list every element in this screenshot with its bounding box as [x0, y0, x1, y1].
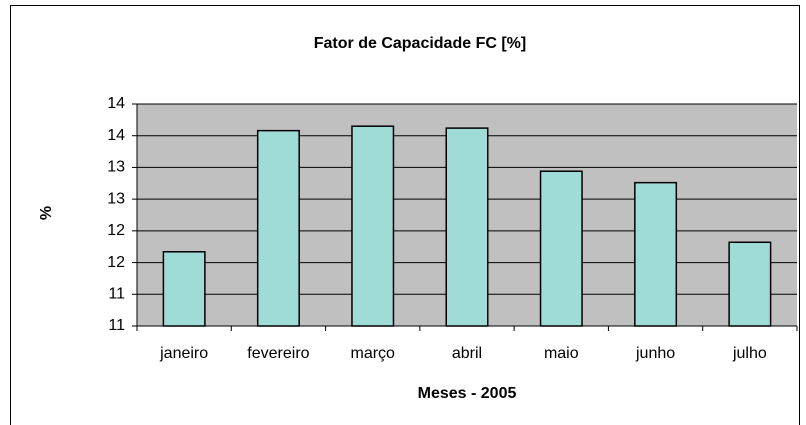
x-tick-label: janeiro: [159, 345, 208, 362]
bar: [445, 127, 489, 327]
x-tick-label: abril: [452, 345, 482, 362]
x-tick-label: maio: [544, 345, 579, 362]
y-tick-label: 11: [108, 317, 125, 334]
y-axis-title: %: [38, 206, 55, 220]
y-tick-label: 13: [107, 190, 125, 207]
x-tick-label: julho: [732, 345, 767, 362]
y-tick-label: 13: [107, 159, 125, 176]
y-tick-label: 12: [107, 222, 125, 239]
bar: [634, 181, 678, 327]
y-tick-label: 14: [107, 127, 125, 144]
bar: [351, 125, 395, 327]
bar: [162, 251, 206, 327]
bar: [539, 170, 583, 327]
x-tick-label: março: [350, 345, 395, 362]
chart-title: Fator de Capacidade FC [%]: [314, 35, 526, 52]
bar: [728, 241, 772, 327]
y-tick-label: 11: [108, 286, 125, 303]
bar: [256, 129, 300, 327]
x-tick-label: fevereiro: [247, 345, 309, 362]
x-tick-label: junho: [635, 345, 675, 362]
x-axis-title: Meses - 2005: [418, 385, 517, 402]
y-tick-label: 14: [107, 95, 125, 112]
y-tick-label: 12: [107, 254, 125, 271]
